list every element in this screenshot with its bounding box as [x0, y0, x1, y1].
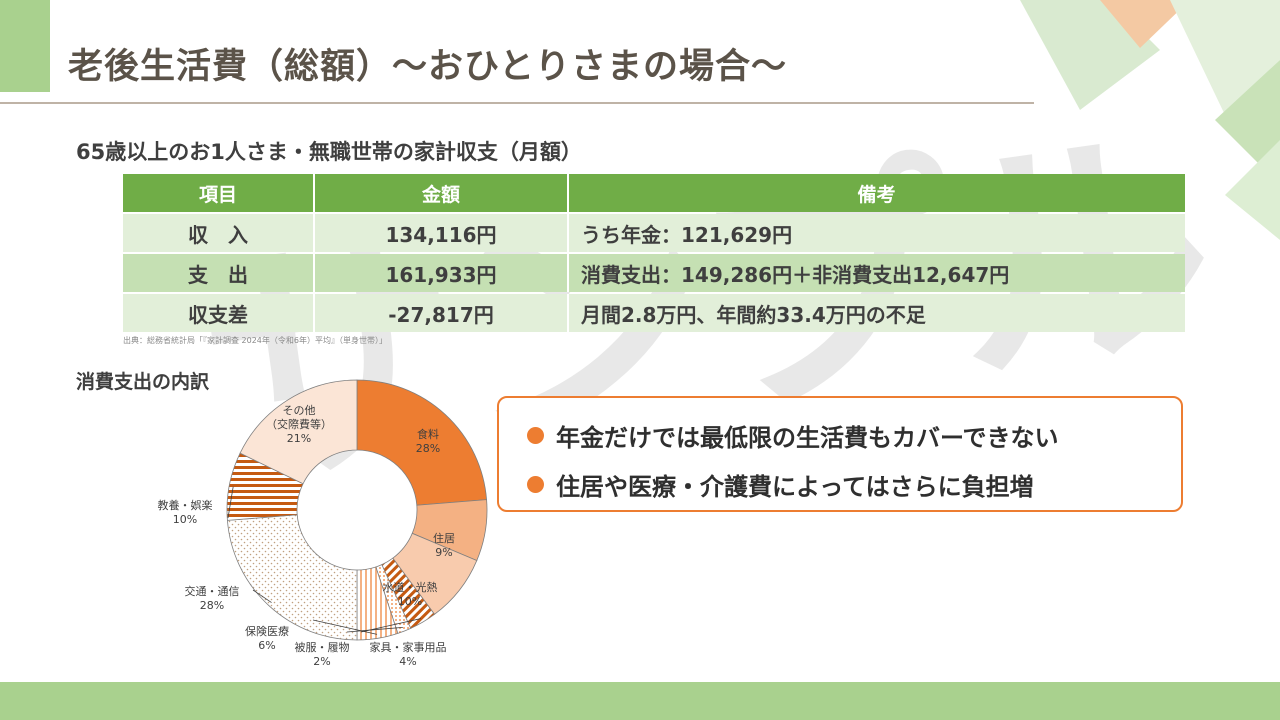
- table-header-row: 項目 金額 備考: [123, 174, 1185, 212]
- slice-category-label: その他: [283, 404, 316, 417]
- row-note: 月間2.8万円、年間約33.4万円の不足: [569, 294, 1185, 332]
- slice-leader-line: [346, 626, 403, 633]
- corner-decoration: [1020, 0, 1280, 240]
- row-amount: 134,116円: [315, 214, 569, 252]
- key-point: 年金だけでは最低限の生活費もカバーできない: [527, 418, 1181, 453]
- slice-value-label: 28%: [200, 599, 224, 612]
- slice-value-label: 6%: [258, 639, 275, 652]
- title-accent-bar: [0, 0, 50, 92]
- budget-table: 項目 金額 備考 収 入 134,116円 うち年金：121,629円 支 出 …: [123, 172, 1185, 334]
- slice-category-label: 家具・家事用品: [370, 640, 447, 654]
- header-item: 項目: [123, 174, 315, 212]
- key-point-text: 住居や医療・介護費によってはさらに負担増: [556, 473, 1034, 501]
- key-point-text: 年金だけでは最低限の生活費もカバーできない: [556, 424, 1059, 452]
- table-row: 支 出 161,933円 消費支出：149,286円＋非消費支出12,647円: [123, 254, 1185, 292]
- header-note: 備考: [569, 174, 1185, 212]
- slice-category-label: 食料: [417, 427, 439, 441]
- slice-value-label: 10%: [398, 595, 422, 608]
- row-amount: 161,933円: [315, 254, 569, 292]
- slice-category-label: 水道・光熱: [383, 580, 438, 594]
- row-item: 支 出: [123, 254, 315, 292]
- page-title: 老後生活費（総額）～おひとりさまの場合～: [68, 47, 787, 87]
- expense-donut-chart: 食料28%住居9%水道・光熱10%家具・家事用品4%被服・履物2%保険医療6%交…: [158, 379, 488, 668]
- slice-leader-line: [252, 589, 272, 603]
- slice-category-label: 保険医療: [245, 624, 289, 638]
- slice-category-label: （交際費等）: [266, 417, 332, 431]
- key-point: 住居や医療・介護費によってはさらに負担増: [527, 467, 1181, 502]
- slice-value-label: 10%: [173, 513, 197, 526]
- table-row: 収 入 134,116円 うち年金：121,629円: [123, 214, 1185, 252]
- slice-value-label: 9%: [435, 546, 452, 559]
- slice-category-label: 住居: [433, 531, 455, 545]
- slice-value-label: 21%: [287, 432, 311, 445]
- row-item: 収 入: [123, 214, 315, 252]
- slice-category-label: 教養・娯楽: [158, 498, 213, 512]
- slice-value-label: 28%: [416, 442, 440, 455]
- slice-value-label: 2%: [313, 655, 330, 668]
- donut-slice: [356, 379, 488, 506]
- slice-category-label: 被服・履物: [295, 640, 350, 654]
- row-item: 収支差: [123, 294, 315, 332]
- table-row: 収支差 -27,817円 月間2.8万円、年間約33.4万円の不足: [123, 294, 1185, 332]
- table-subtitle: 65歳以上のお1人さま・無職世帯の家計収支（月額）: [76, 140, 582, 164]
- bullet-dot-icon: [527, 476, 544, 493]
- breakdown-title: 消費支出の内訳: [76, 371, 210, 393]
- slice-leader-line: [227, 486, 234, 519]
- source-citation: 出典：総務省統計局「『家計調査 2024年（令和6年）平均』（単身世帯）」: [123, 336, 387, 345]
- donut-slice: [239, 379, 358, 485]
- donut-slice: [226, 514, 358, 641]
- bullet-dot-icon: [527, 427, 544, 444]
- row-note: うち年金：121,629円: [569, 214, 1185, 252]
- row-note: 消費支出：149,286円＋非消費支出12,647円: [569, 254, 1185, 292]
- row-amount: -27,817円: [315, 294, 569, 332]
- header-amount: 金額: [315, 174, 569, 212]
- footer-band: [0, 682, 1280, 720]
- slice-value-label: 4%: [399, 655, 416, 668]
- key-points-callout: 年金だけでは最低限の生活費もカバーできない 住居や医療・介護費によってはさらに負…: [497, 396, 1183, 512]
- slice-leader-line: [312, 619, 378, 635]
- slice-category-label: 交通・通信: [185, 584, 240, 598]
- title-divider: [0, 102, 1034, 104]
